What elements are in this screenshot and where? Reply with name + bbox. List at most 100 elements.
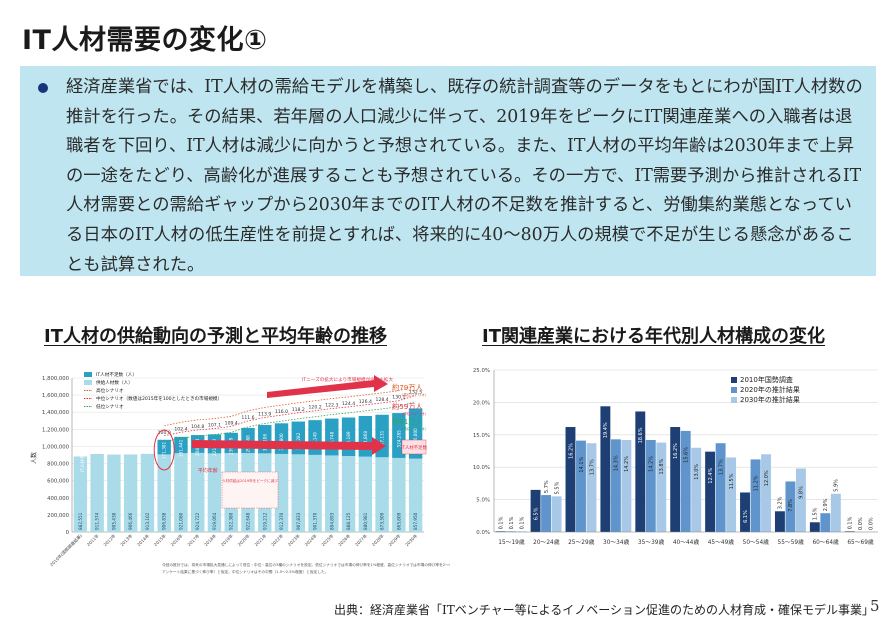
mid-scenario-line bbox=[164, 395, 416, 437]
age-bar bbox=[670, 427, 681, 532]
age-bar-label: 9.8% bbox=[799, 486, 805, 499]
age-bar bbox=[551, 496, 562, 532]
footnote-line: アンケート結果に基づく伸び率）と仮定。中位シナリオはその中間（1.5〜2.5%程… bbox=[162, 569, 328, 574]
y-tick-label: 10.0% bbox=[473, 465, 490, 471]
age-bar-label: 12.4% bbox=[708, 467, 714, 483]
x-tick-label: 2026年 bbox=[337, 532, 352, 547]
age-bar bbox=[621, 439, 632, 532]
shortage-bar-label: 474,868 bbox=[363, 431, 368, 449]
x-tick-label: 35〜39歳 bbox=[638, 538, 665, 546]
age-bar-label: 5.9% bbox=[834, 479, 840, 492]
supply-bar bbox=[308, 454, 322, 532]
x-tick-label: 20〜24歳 bbox=[533, 538, 560, 546]
supply-bar-label: 922,648 bbox=[246, 512, 251, 530]
supply-bar-label: 911,574 bbox=[95, 512, 100, 530]
legend-swatch bbox=[731, 377, 737, 383]
y-tick-label: 5.0% bbox=[476, 498, 490, 504]
y-tick-label: 20.0% bbox=[473, 400, 490, 406]
shortage-bar-label: 406,149 bbox=[313, 432, 318, 450]
y-tick-label: 15.0% bbox=[473, 433, 490, 439]
avg-age-annotation: 平均年齢 bbox=[198, 467, 218, 474]
age-bar-label: 0.1% bbox=[498, 516, 504, 529]
supply-bar bbox=[375, 457, 389, 532]
age-bar bbox=[610, 439, 621, 532]
age-bar-label: 0.1% bbox=[519, 516, 525, 529]
age-bar-label: 13.8% bbox=[659, 458, 665, 474]
age-bar bbox=[656, 442, 667, 532]
supply-bar-label: 894,893 bbox=[329, 512, 334, 530]
summary-box: 経済産業省では、IT人材の需給モデルを構築し、既存の統計調査等のデータをもとにわ… bbox=[20, 66, 876, 276]
age-bar bbox=[761, 454, 771, 532]
supply-bar-label: 905,438 bbox=[111, 512, 116, 530]
age-bar-label: 0.0% bbox=[869, 517, 875, 530]
age-bar-label: 0.0% bbox=[858, 517, 864, 530]
y-tick-label: 1,800,000 bbox=[42, 376, 70, 382]
index-label: 109.4 bbox=[225, 420, 238, 426]
x-tick-label: 2025年 bbox=[320, 532, 335, 547]
supply-bar-label: 907,833 bbox=[296, 512, 301, 530]
mid-scenario-value: 約59万人 bbox=[392, 402, 423, 411]
index-label: 130.1 bbox=[392, 395, 405, 401]
age-bar bbox=[830, 493, 841, 532]
supply-bar bbox=[90, 454, 104, 532]
age-bar-label: 13.7% bbox=[718, 459, 724, 475]
age-bar-label: 0.1% bbox=[509, 516, 515, 529]
supply-bar-label: 880,981 bbox=[363, 512, 368, 530]
index-label: 100.0 bbox=[158, 430, 171, 436]
index-label: 104.8 bbox=[191, 424, 204, 430]
legend-label: 高位シナリオ bbox=[96, 387, 124, 394]
y-tick-label: 400,000 bbox=[47, 496, 70, 502]
footnote-line: 今回の推計では、将来の市場拡大見通しによって低位・中位・高位の3種のシナリオを設… bbox=[162, 562, 450, 567]
age-bar bbox=[750, 459, 761, 532]
age-bar-label: 2.9% bbox=[823, 498, 829, 511]
index-label: 111.6 bbox=[241, 415, 254, 421]
age-bar bbox=[516, 531, 527, 532]
growth-arrow-icon bbox=[267, 375, 388, 398]
age-bar-label: 16.2% bbox=[673, 443, 679, 459]
age-bar bbox=[844, 531, 855, 532]
legend-swatch bbox=[731, 397, 737, 403]
shortage-bar bbox=[174, 436, 188, 454]
supply-bar bbox=[107, 454, 121, 532]
supply-bar bbox=[73, 456, 88, 532]
y-axis-title: 人数 bbox=[30, 452, 38, 464]
supply-forecast-chart: 0 200,000 400,000 600,000 800,000 1,000,000 1,… bbox=[22, 360, 450, 582]
source-citation: 出典：経済産業省「ITベンチャー等によるイノベーション促進のための人材育成・確保… bbox=[334, 603, 875, 617]
legend-swatch bbox=[84, 372, 92, 377]
y-tick-label: 1,400,000 bbox=[42, 410, 70, 416]
y-tick-label: 600,000 bbox=[47, 479, 70, 485]
shortage-callout bbox=[401, 439, 427, 455]
age-bar bbox=[506, 531, 517, 532]
x-tick-label: 50〜54歳 bbox=[743, 538, 770, 546]
x-tick-label: 65〜69歳 bbox=[847, 538, 874, 546]
x-tick-label: 2020年 bbox=[236, 532, 251, 547]
shortage-bar-label: 383,282 bbox=[296, 432, 301, 450]
x-tick-label: 2029年 bbox=[387, 532, 402, 547]
x-tick-label: 55〜59歳 bbox=[778, 538, 805, 546]
shortage-bar-label: 450,189 bbox=[346, 431, 351, 449]
x-tick-label: 30〜34歳 bbox=[603, 538, 630, 546]
x-tick-label: 15〜19歳 bbox=[498, 538, 525, 546]
age-composition-svg: 0.0% 5.0% 10.0% 15.0% 20.0% 25.0% 0.1% 0.1% 0.1%… bbox=[473, 368, 878, 546]
y-tick-label: 0 bbox=[66, 530, 70, 536]
supply-bar bbox=[325, 455, 339, 532]
growth-annotation: ITニーズの拡大により市場規模が今後も拡大 bbox=[302, 376, 394, 383]
age-bar-label: 6.1% bbox=[743, 510, 749, 523]
index-label: 132.5 bbox=[409, 389, 422, 395]
right-chart-heading: IT関連産業における年代別人材構成の変化 bbox=[482, 326, 825, 347]
age-bar-label: 14.1% bbox=[579, 456, 585, 472]
y-tick-label: 25.0% bbox=[473, 368, 490, 374]
index-label: 116.0 bbox=[275, 409, 288, 415]
age-bar bbox=[691, 447, 702, 532]
x-tick-label: 2021年 bbox=[253, 532, 268, 547]
x-tick-label: 2019年 bbox=[219, 532, 234, 547]
supply-bar bbox=[291, 454, 305, 532]
peak-callout-label: 人材供給は2019年をピークに減少 bbox=[222, 478, 278, 483]
supply-bar bbox=[274, 453, 289, 532]
age-bar-label: 13.7% bbox=[589, 459, 595, 475]
index-label: 118.2 bbox=[292, 407, 305, 413]
legend-label: 2030年の推計結果 bbox=[740, 395, 800, 404]
shortage-bar-label: 524,285 bbox=[396, 430, 401, 448]
index-label: 124.4 bbox=[342, 401, 355, 407]
age-bar-label: 13.0% bbox=[694, 464, 700, 480]
